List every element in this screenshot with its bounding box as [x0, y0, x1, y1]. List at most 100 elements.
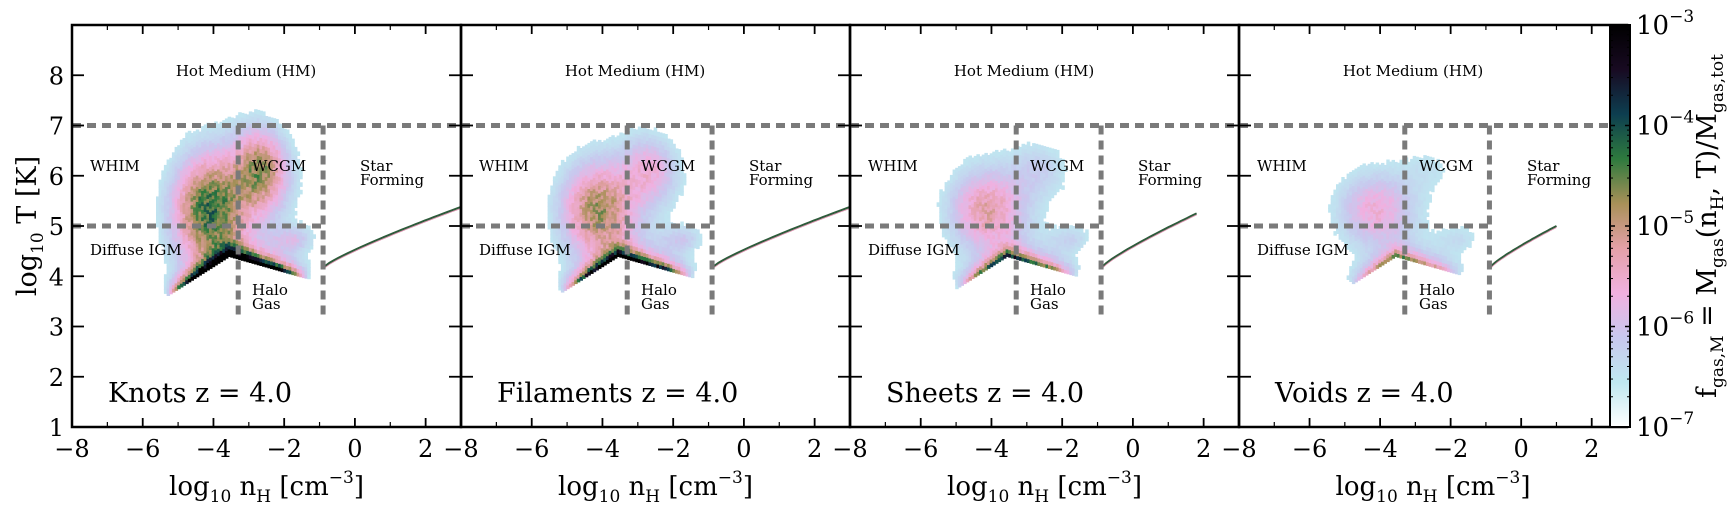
heatmap-cell — [667, 202, 671, 208]
heatmap-cell — [1000, 218, 1004, 223]
heatmap-cell — [291, 183, 295, 189]
heatmap-cell — [251, 142, 255, 147]
heatmap-cell — [198, 191, 202, 197]
heatmap-cell — [651, 201, 655, 207]
heatmap-cell — [685, 238, 690, 243]
heatmap-cell — [664, 156, 668, 162]
heatmap-cell — [248, 243, 253, 248]
heatmap-cell — [185, 189, 189, 194]
heatmap-cell — [672, 185, 676, 190]
heatmap-cell — [1032, 218, 1036, 224]
heatmap-cell — [992, 242, 996, 247]
heatmap-cell — [635, 189, 639, 195]
heatmap-cell — [661, 208, 666, 214]
heatmap-cell — [574, 174, 578, 179]
heatmap-cell — [1032, 180, 1036, 186]
heatmap-cell — [651, 198, 655, 203]
heatmap-cell — [587, 267, 591, 272]
heatmap-cell — [206, 137, 210, 143]
heatmap-cell — [209, 234, 213, 239]
heatmap-cell — [568, 282, 573, 288]
heatmap-cell — [230, 121, 234, 126]
heatmap-cell — [608, 144, 613, 149]
heatmap-cell — [611, 214, 615, 219]
heatmap-cell — [563, 226, 568, 231]
heatmap-cell — [563, 169, 568, 175]
heatmap-cell — [163, 255, 168, 260]
heatmap-cell — [656, 146, 660, 152]
heatmap-cell — [608, 238, 613, 244]
heatmap-cell — [616, 161, 621, 167]
heatmap-cell — [608, 223, 613, 229]
heatmap-cell — [177, 258, 181, 263]
heatmap-cell — [174, 241, 179, 246]
heatmap-cell — [201, 269, 205, 274]
heatmap-cell — [203, 143, 208, 148]
heatmap-cell — [661, 178, 666, 184]
heatmap-cell — [174, 165, 179, 171]
heatmap-cell — [1002, 197, 1007, 203]
heatmap-cell — [283, 166, 287, 172]
heatmap-cell — [600, 255, 605, 260]
heatmap-cell — [211, 183, 216, 188]
heatmap-cell — [555, 178, 560, 183]
heatmap-cell — [1002, 235, 1007, 240]
heatmap-cell — [166, 276, 171, 281]
heatmap-cell — [600, 202, 605, 207]
heatmap-cell — [675, 148, 679, 153]
heatmap-cell — [651, 186, 655, 192]
heatmap-cell — [280, 135, 285, 141]
heatmap-cell — [293, 267, 298, 273]
heatmap-cell — [256, 219, 261, 224]
heatmap-cell — [955, 280, 959, 286]
heatmap-cell — [1013, 152, 1018, 158]
heatmap-cell — [621, 212, 626, 217]
heatmap-cell — [598, 207, 602, 213]
heatmap-cell — [169, 229, 173, 234]
heatmap-cell — [195, 171, 200, 176]
heatmap-cell — [158, 198, 163, 204]
heatmap-cell — [616, 210, 621, 216]
heatmap-cell — [171, 231, 176, 237]
heatmap-cell — [690, 243, 695, 248]
heatmap-cell — [278, 195, 282, 200]
heatmap-cell — [256, 109, 261, 115]
heatmap-cell — [256, 170, 261, 175]
heatmap-cell — [571, 269, 575, 275]
heatmap-cell — [939, 219, 943, 224]
heatmap-cell — [592, 211, 597, 216]
heatmap-cell — [653, 259, 658, 264]
heatmap-cell — [267, 233, 271, 239]
heatmap-cell — [1026, 239, 1031, 245]
heatmap-cell — [621, 238, 626, 244]
heatmap-cell — [667, 221, 671, 227]
heatmap-cell — [989, 172, 994, 177]
heatmap-cell — [299, 167, 303, 172]
heatmap-cell — [981, 196, 986, 201]
heatmap-cell — [211, 213, 216, 219]
heatmap-cell — [976, 256, 980, 261]
heatmap-cell — [960, 236, 964, 241]
heatmap-cell — [584, 193, 589, 199]
heatmap-cell — [552, 232, 557, 238]
heatmap-cell — [584, 250, 589, 255]
heatmap-cell — [222, 176, 226, 182]
heatmap-cell — [960, 190, 964, 196]
heatmap-cell — [217, 221, 221, 227]
heatmap-cell — [270, 158, 274, 164]
heatmap-cell — [976, 263, 980, 269]
heatmap-cell — [659, 207, 663, 213]
heatmap-cell — [1008, 245, 1012, 251]
heatmap-cell — [1021, 192, 1025, 198]
heatmap-cell — [187, 266, 192, 272]
heatmap-cell — [254, 207, 258, 212]
heatmap-cell — [195, 212, 200, 217]
heatmap-cell — [613, 144, 618, 150]
heatmap-cell — [1034, 253, 1039, 258]
heatmap-cell — [675, 246, 679, 251]
heatmap-cell — [560, 171, 565, 176]
heatmap-cell — [616, 195, 621, 201]
heatmap-cell — [1013, 149, 1018, 154]
heatmap-cell — [296, 181, 301, 187]
heatmap-cell — [669, 207, 674, 212]
